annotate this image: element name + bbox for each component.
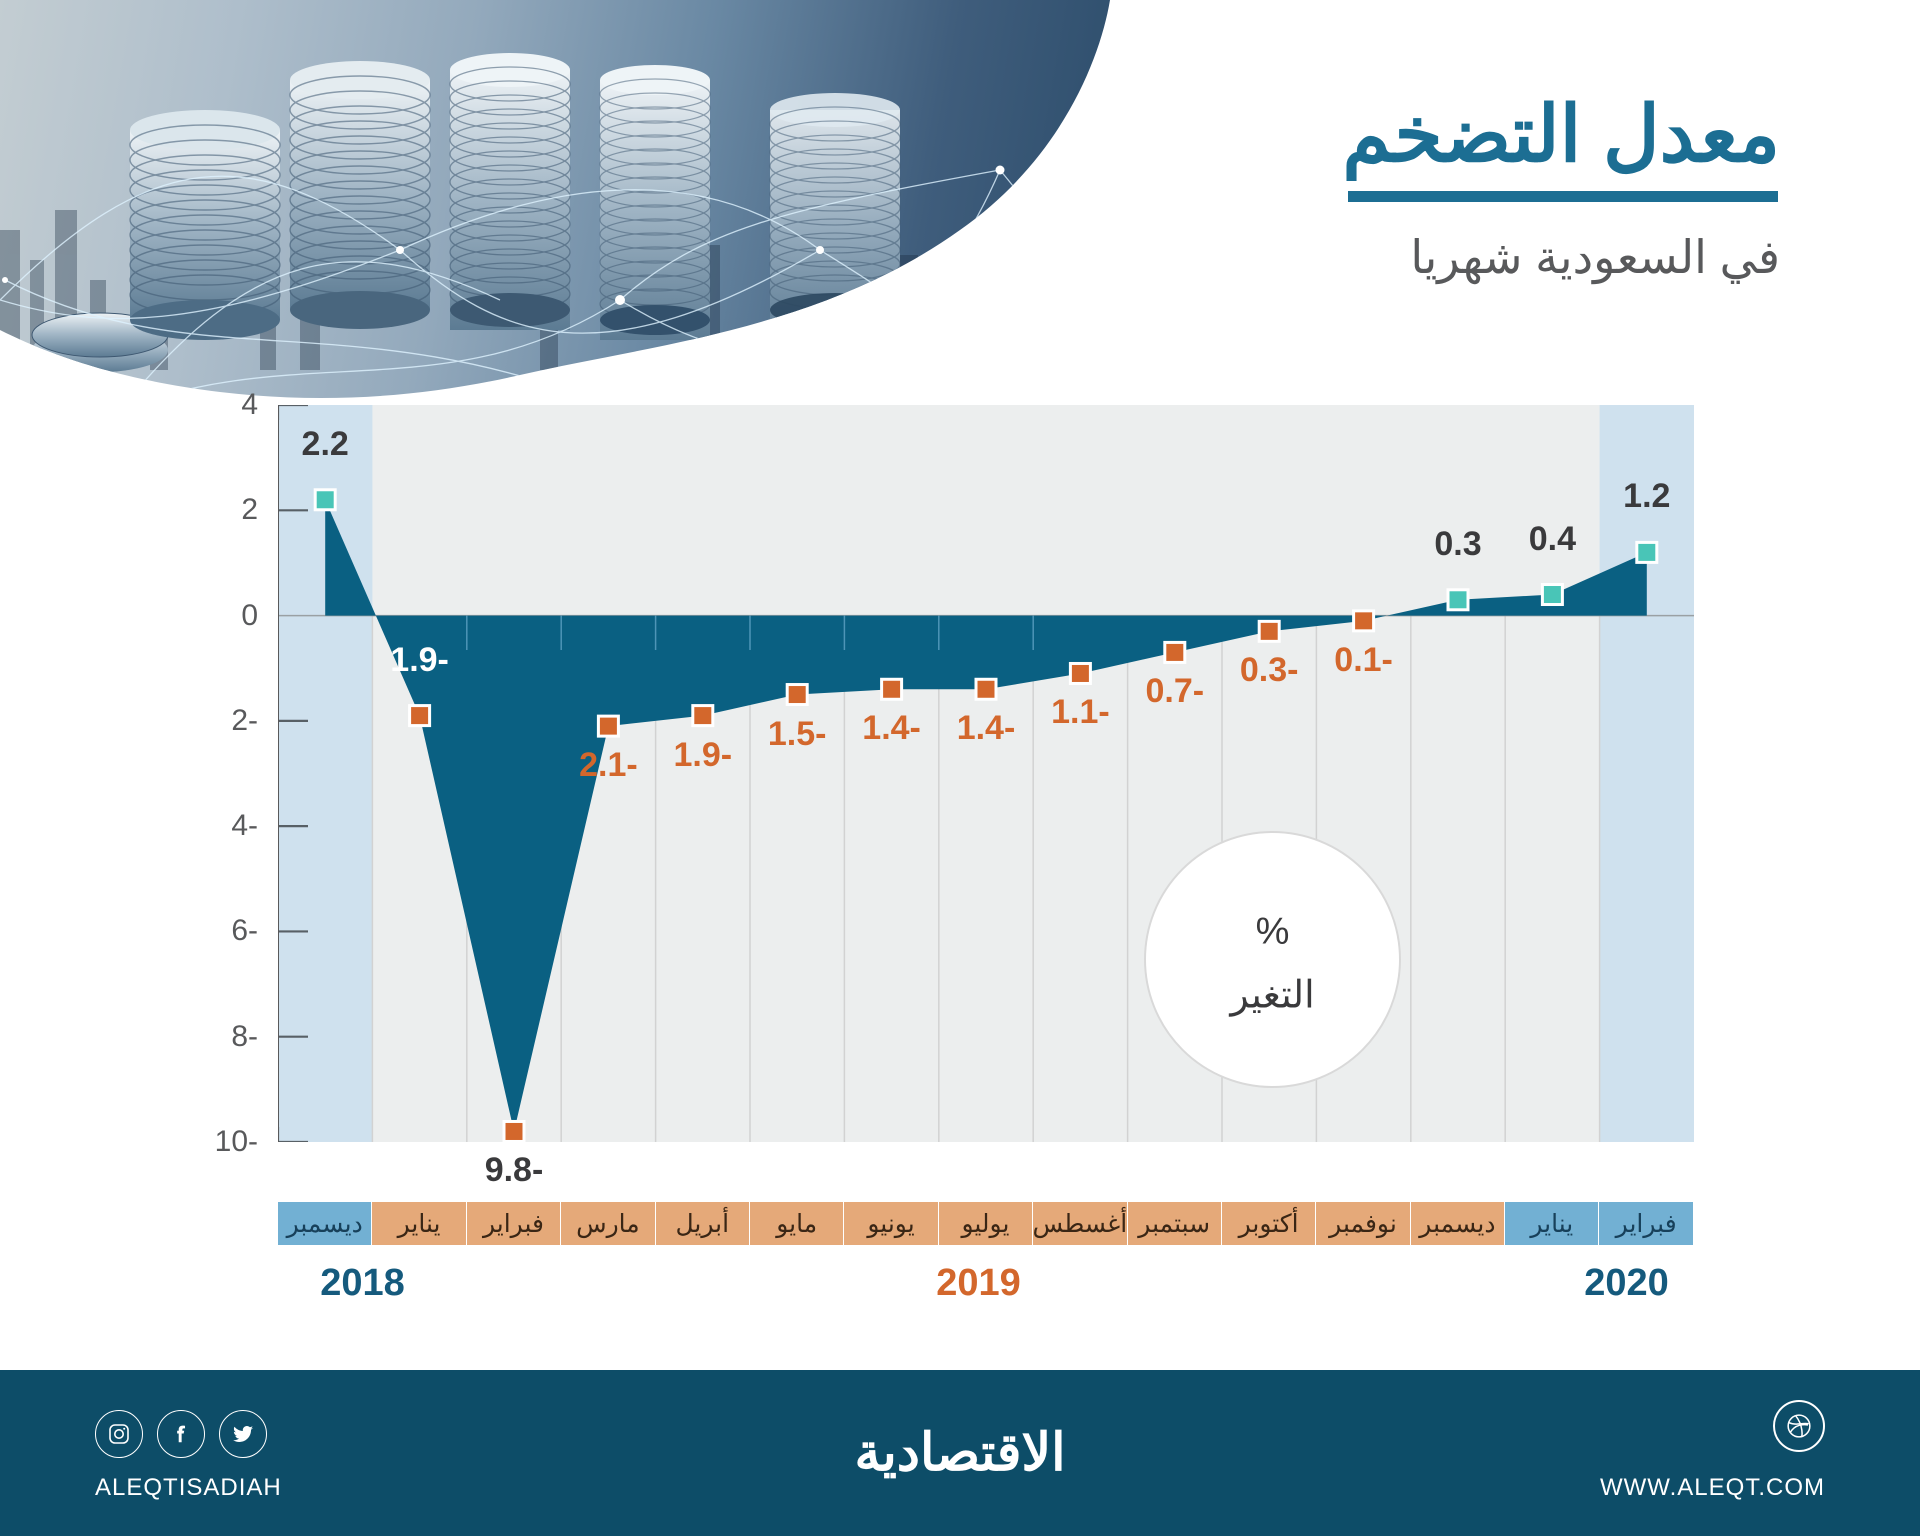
svg-text:التغير: التغير — [1228, 975, 1314, 1018]
svg-text:%: % — [1256, 911, 1290, 953]
